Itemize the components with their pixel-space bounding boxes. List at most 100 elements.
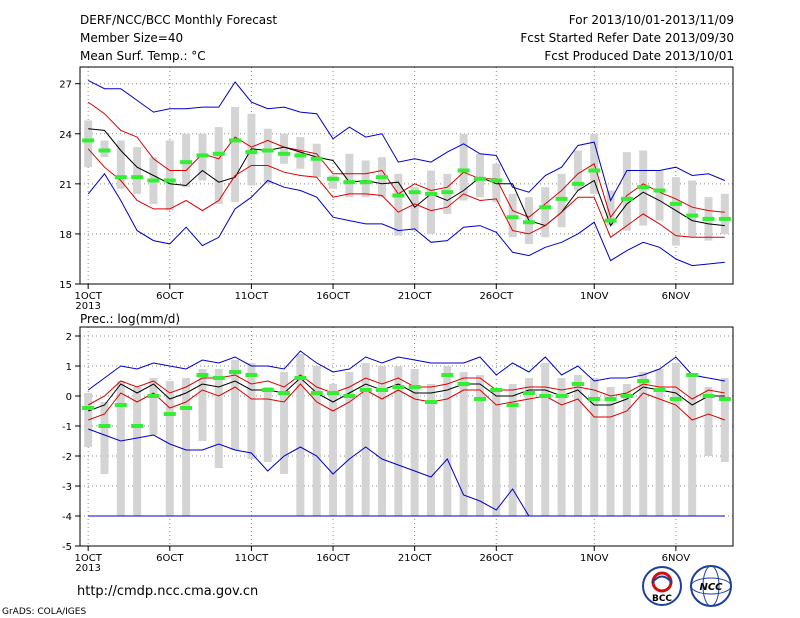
precip-spread-bar	[541, 363, 550, 516]
temp-observed-mark	[555, 196, 568, 201]
temp-spread-bar	[606, 190, 615, 226]
precip-ytick-label: 2	[66, 332, 72, 343]
precip-xtick-label: 16OCT	[316, 553, 351, 564]
temp-ytick-label: 18	[59, 230, 72, 241]
temp-observed-mark	[669, 201, 682, 206]
precip-observed-mark	[653, 388, 666, 392]
precip-observed-mark	[620, 394, 633, 398]
precip-spread-bar	[231, 360, 240, 450]
temp-observed-mark	[718, 216, 731, 221]
precip-frame	[79, 326, 734, 547]
temp-spread-bar	[410, 187, 419, 231]
temp-ytick-label: 27	[59, 80, 72, 91]
precip-observed-mark	[571, 382, 584, 386]
temp-ytick-label: 21	[59, 180, 72, 191]
temp-xtick-label: 1OCT	[74, 291, 102, 302]
ncc-logo-text: NCC	[699, 582, 723, 593]
precip-spread-bar	[655, 369, 664, 516]
chart-title: DERF/NCC/BCC Monthly Forecast	[80, 13, 277, 27]
temp-spread-bar	[361, 160, 370, 198]
temp-spread-bar	[84, 120, 93, 168]
temp-spread-bar	[165, 140, 174, 211]
precip-spread-bar	[606, 387, 615, 516]
precip-spread-bar	[590, 378, 599, 516]
precip-observed-mark	[392, 385, 405, 389]
temp-xtick-label: 16OCT	[316, 291, 351, 302]
temp-spread-bar	[231, 107, 240, 203]
temp-observed-mark	[245, 150, 258, 155]
temp-observed-mark	[539, 205, 552, 210]
temp-series-p10	[87, 148, 725, 239]
temp-observed-mark	[588, 168, 601, 173]
temp-ytick-label: 24	[59, 130, 72, 141]
temp-observed-mark	[180, 160, 193, 165]
precip-xtick-label: 11OCT	[235, 553, 270, 564]
precip-spread-bar	[345, 372, 354, 516]
temp-spread-bar	[671, 177, 680, 246]
temp-observed-mark	[212, 151, 225, 156]
temp-xtick-label: 21OCT	[398, 291, 433, 302]
temp-spread-bar	[475, 153, 484, 198]
precip-spread-bar	[720, 378, 729, 462]
precip-spread-bar	[410, 369, 419, 516]
precip-xtick-label: 6OCT	[156, 553, 184, 564]
precip-spread-bar	[492, 390, 501, 516]
precip-spread-bar	[573, 375, 582, 516]
temp-xtick-label: 6NOV	[662, 291, 691, 302]
precip-observed-mark	[229, 370, 242, 374]
temp-spread-bar	[263, 128, 272, 184]
precip-ytick-label: 1	[66, 362, 72, 373]
precip-spread-bar	[165, 381, 174, 516]
temp-observed-mark	[343, 180, 356, 185]
precip-observed-mark	[457, 382, 470, 386]
temp-observed-mark	[359, 180, 372, 185]
precip-observed-mark	[522, 391, 535, 395]
refer-date: Fcst Started Refer Date 2013/09/30	[520, 31, 734, 45]
temp-spread-bar	[133, 147, 142, 194]
temp-spread-bar	[280, 133, 289, 164]
precip-observed-mark	[702, 394, 715, 398]
precip-observed-mark	[98, 424, 111, 428]
precip-spread-bar	[100, 402, 109, 474]
precip-observed-mark	[588, 397, 601, 401]
precip-observed-mark	[310, 391, 323, 395]
precip-spread-bar	[312, 366, 321, 516]
precip-observed-mark	[490, 388, 503, 392]
temp-observed-mark	[408, 190, 421, 195]
temp-ytick-label: 15	[59, 280, 72, 291]
precip-series-p10	[88, 383, 725, 421]
precip-spread-bar	[361, 363, 370, 516]
temp-spread-bar	[214, 127, 223, 204]
temp-observed-mark	[327, 176, 340, 181]
temp-xtick-year: 2013	[75, 301, 100, 312]
precip-ytick-label: -3	[62, 482, 72, 493]
temp-observed-mark	[82, 138, 95, 143]
source-url: http://cmdp.ncc.cma.gov.cn	[77, 584, 258, 599]
precip-xtick-label: 26OCT	[479, 553, 514, 564]
precip-observed-mark	[343, 394, 356, 398]
temp-observed-mark	[261, 148, 274, 153]
precip-observed-mark	[82, 406, 95, 410]
grads-credit: GrADS: COLA/IGES	[2, 607, 86, 617]
precip-observed-mark	[473, 397, 486, 401]
temp-series-min	[87, 172, 725, 267]
bcc-logo: BCC	[642, 566, 682, 606]
temp-spread-bar	[329, 175, 338, 189]
precip-observed-mark	[278, 391, 291, 395]
forecast-period: For 2013/10/01-2013/11/09	[569, 13, 734, 27]
precip-spread-bar	[639, 372, 648, 516]
temp-xtick-label: 11OCT	[235, 291, 270, 302]
temp-observed-mark	[571, 181, 584, 186]
precip-observed-mark	[669, 397, 682, 401]
temp-spread-bar	[688, 180, 697, 238]
precip-observed-mark	[718, 397, 731, 401]
precip-spread-bar	[329, 384, 338, 516]
temp-observed-mark	[653, 188, 666, 193]
precip-ytick-label: -1	[62, 422, 72, 433]
temp-spread-bar	[116, 140, 125, 189]
temp-observed-mark	[376, 175, 389, 180]
temp-observed-mark	[229, 138, 242, 143]
precip-spread-bar	[557, 378, 566, 516]
temp-xtick-label: 1NOV	[580, 291, 609, 302]
